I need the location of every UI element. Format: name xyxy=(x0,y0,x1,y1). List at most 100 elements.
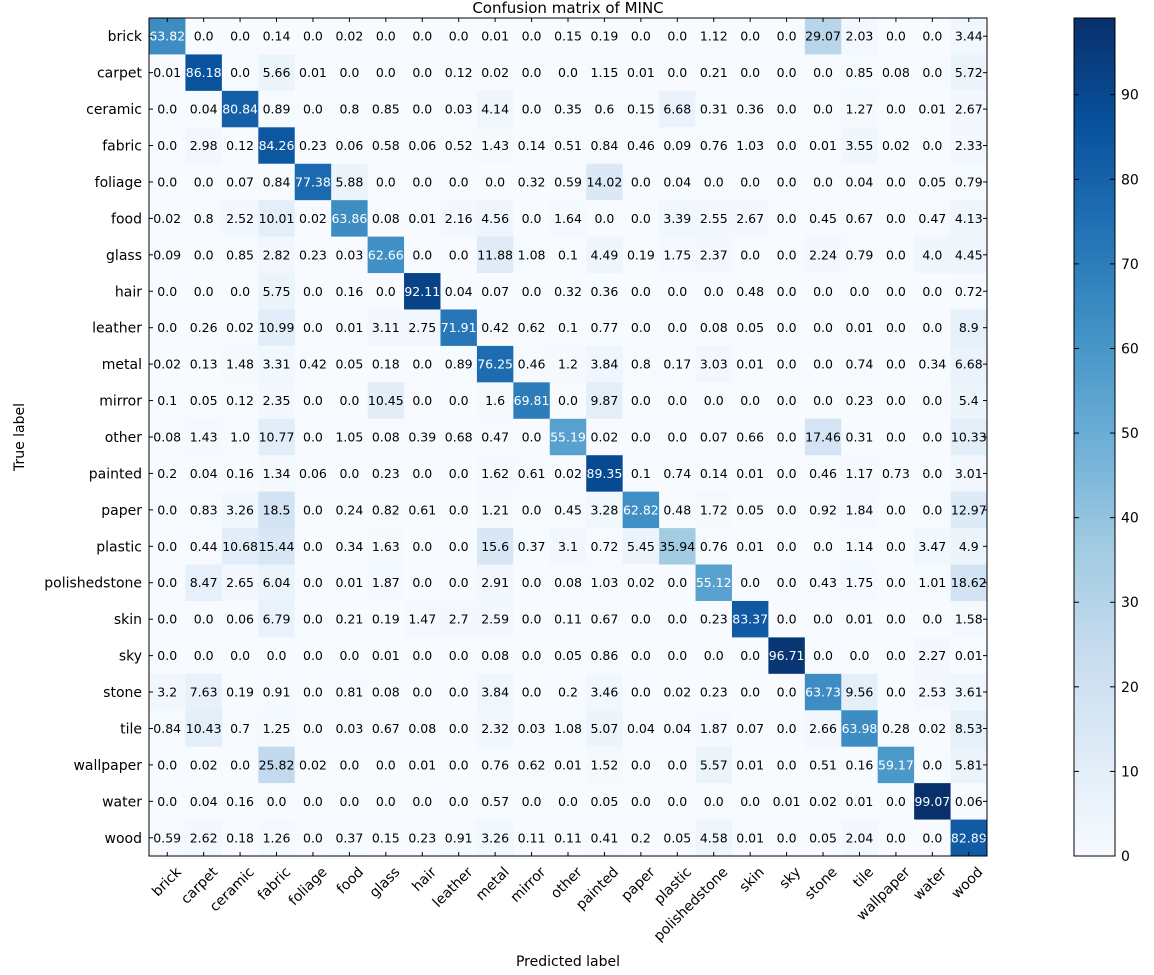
cell-value-label: 0.0 xyxy=(813,357,833,372)
cell-value-label: 0.0 xyxy=(558,393,578,408)
cell-value-label: 82.89 xyxy=(951,830,987,845)
cell-value-label: 5.4 xyxy=(959,393,979,408)
cell-value-label: 4.56 xyxy=(481,211,509,226)
heatmap-cell xyxy=(950,528,988,566)
cell-value-label: 0.0 xyxy=(522,685,542,700)
heatmap-cell xyxy=(476,455,514,493)
cell-value-label: 0.05 xyxy=(663,830,691,845)
heatmap-cell xyxy=(877,90,915,128)
cell-value-label: 0.08 xyxy=(372,211,400,226)
heatmap-cell xyxy=(841,783,879,821)
heatmap-cell xyxy=(221,564,259,602)
heatmap-cell xyxy=(695,418,733,456)
cell-value-label: 0.0 xyxy=(740,247,760,262)
heatmap-cell xyxy=(149,673,186,711)
cell-value-label: 4.58 xyxy=(700,830,728,845)
cell-value-label: 6.79 xyxy=(263,612,291,627)
heatmap-cell xyxy=(331,783,369,821)
heatmap-cell xyxy=(440,637,478,675)
heatmap-cell xyxy=(331,90,369,128)
heatmap-cell xyxy=(731,418,769,456)
heatmap-cell xyxy=(768,382,806,420)
heatmap-cell xyxy=(185,309,223,347)
cell-value-label: 2.04 xyxy=(846,830,874,845)
y-tick-label: other xyxy=(105,430,143,446)
cell-value-label: 0.03 xyxy=(335,247,363,262)
cell-value-label: 0.45 xyxy=(554,502,582,517)
heatmap-cell xyxy=(331,127,369,165)
cell-value-label: 0.0 xyxy=(777,612,797,627)
heatmap-cell xyxy=(404,819,441,857)
heatmap-cell xyxy=(258,564,296,602)
cell-value-label: 0.0 xyxy=(886,648,906,663)
heatmap-cell xyxy=(586,163,624,201)
heatmap-cell xyxy=(185,528,223,566)
heatmap-cell xyxy=(950,273,988,310)
heatmap-cell xyxy=(149,54,186,92)
heatmap-cell xyxy=(367,54,405,92)
cell-value-label: 0.0 xyxy=(267,648,287,663)
heatmap-cell xyxy=(221,200,259,238)
cell-value-label: 0.0 xyxy=(194,29,214,44)
heatmap-cell xyxy=(731,783,769,821)
cell-value-label: 0.0 xyxy=(303,430,323,445)
cell-value-label: 0.01 xyxy=(554,757,582,772)
cell-value-label: 0.01 xyxy=(955,648,983,663)
cell-value-label: 0.0 xyxy=(376,757,396,772)
cell-value-label: 0.01 xyxy=(372,648,400,663)
cell-value-label: 0.0 xyxy=(886,29,906,44)
heatmap-cell xyxy=(185,783,223,821)
cell-value-label: 0.0 xyxy=(522,211,542,226)
heatmap-cell xyxy=(513,673,551,711)
cell-value-label: 69.81 xyxy=(514,393,550,408)
cell-value-label: 0.0 xyxy=(376,284,396,299)
heatmap-cell xyxy=(331,18,369,55)
cell-value-label: 0.14 xyxy=(700,466,728,481)
heatmap-cell xyxy=(258,200,296,238)
heatmap-cell xyxy=(476,673,514,711)
heatmap-cell xyxy=(185,455,223,493)
cell-value-label: 0.0 xyxy=(813,612,833,627)
cell-value-label: 5.45 xyxy=(627,539,655,554)
heatmap-cell xyxy=(513,273,551,310)
heatmap-cell xyxy=(768,710,806,748)
cell-value-label: 6.04 xyxy=(263,575,291,590)
heatmap-cell xyxy=(695,127,733,165)
cell-value-label: 0.0 xyxy=(449,721,469,736)
heatmap-cell xyxy=(331,382,369,420)
heatmap-cell xyxy=(841,309,879,347)
y-tick-label: carpet xyxy=(97,66,143,82)
cell-value-label: 0.0 xyxy=(522,612,542,627)
x-tick-label: skin xyxy=(737,864,768,895)
heatmap-cell xyxy=(950,163,988,201)
cell-value-label: 0.37 xyxy=(518,539,546,554)
heatmap-cell xyxy=(695,600,733,638)
y-tick-label: leather xyxy=(92,321,142,337)
cell-value-label: 0.08 xyxy=(372,685,400,700)
heatmap-cell xyxy=(221,163,259,201)
heatmap-cell xyxy=(294,54,332,92)
cell-value-label: 0.15 xyxy=(554,29,582,44)
cell-value-label: 0.05 xyxy=(918,174,946,189)
heatmap-cell xyxy=(768,637,806,675)
cell-value-label: 0.06 xyxy=(335,138,363,153)
cell-value-label: 0.12 xyxy=(226,393,254,408)
cell-value-label: 0.1 xyxy=(157,393,177,408)
heatmap-cell xyxy=(622,18,660,55)
cell-value-label: 1.64 xyxy=(554,211,582,226)
cell-value-label: 0.0 xyxy=(157,138,177,153)
heatmap-cell xyxy=(731,637,769,675)
heatmap-cell xyxy=(841,455,879,493)
heatmap-cell xyxy=(877,382,915,420)
heatmap-cell xyxy=(513,528,551,566)
cell-value-label: 0.05 xyxy=(335,357,363,372)
heatmap-cell xyxy=(804,18,842,55)
heatmap-cell xyxy=(513,491,551,529)
heatmap-cell xyxy=(476,345,514,383)
cell-value-label: 2.24 xyxy=(809,247,837,262)
colorbar: 0 10 20 30 40 50 60 70 80 90 xyxy=(1073,17,1139,865)
heatmap-cell xyxy=(258,163,296,201)
cell-value-label: 0.0 xyxy=(412,174,432,189)
cell-value-label: 0.76 xyxy=(481,757,509,772)
heatmap-cell xyxy=(149,200,186,238)
